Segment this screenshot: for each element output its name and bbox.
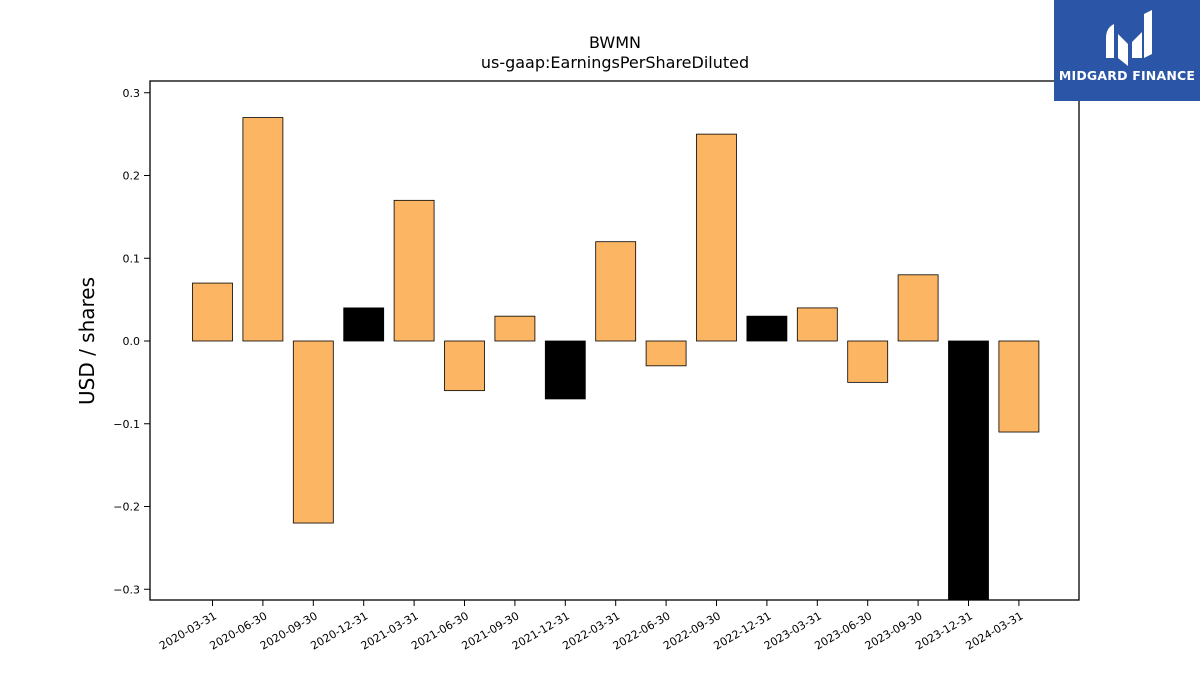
bar-2021-06-30	[444, 340, 485, 392]
y-tick-label: −0.3	[113, 583, 140, 596]
bar-2021-09-30	[494, 315, 536, 342]
y-tick-label: 0.2	[123, 170, 141, 183]
bar-2021-12-31	[544, 340, 586, 400]
y-tick-label: −0.2	[113, 501, 140, 514]
y-axis: −0.3 −0.2 −0.1 0.0 0.1 0.2 0.3	[113, 87, 150, 596]
y-axis-label: USD / shares	[75, 277, 99, 405]
bar-2020-09-30	[292, 340, 334, 524]
bar-2021-03-31	[393, 199, 435, 342]
midgard-finance-logo: MIDGARD FINANCE	[1054, 0, 1200, 101]
bar-2022-06-30	[645, 340, 687, 367]
x-tick-label: 2024-03-31	[964, 609, 1026, 652]
x-axis: 2020-03-312020-06-302020-09-302020-12-31…	[157, 600, 1025, 653]
chart-subtitle: us-gaap:EarningsPerShareDiluted	[481, 53, 749, 72]
y-tick-label: 0.1	[123, 252, 141, 265]
bar-2020-12-31	[343, 307, 385, 342]
bar-2023-09-30	[897, 274, 939, 342]
bar-2022-09-30	[696, 133, 737, 342]
bar-2022-12-31	[746, 315, 788, 342]
logo-mark-icon	[1106, 10, 1152, 66]
bar-2023-12-31	[948, 340, 989, 601]
bar-2023-03-31	[796, 307, 838, 342]
y-tick-label: −0.1	[113, 418, 140, 431]
bar-2020-06-30	[242, 117, 284, 342]
y-tick-label: 0.0	[123, 335, 141, 348]
bar-2020-03-31	[192, 282, 233, 342]
logo-text: MIDGARD FINANCE	[1058, 68, 1196, 83]
bar-2024-03-31	[998, 340, 1040, 433]
chart-title: BWMN	[589, 33, 641, 52]
bars-group	[192, 117, 1040, 601]
bar-2023-06-30	[847, 340, 889, 383]
y-tick-label: 0.3	[123, 87, 141, 100]
bar-2022-03-31	[595, 241, 637, 342]
